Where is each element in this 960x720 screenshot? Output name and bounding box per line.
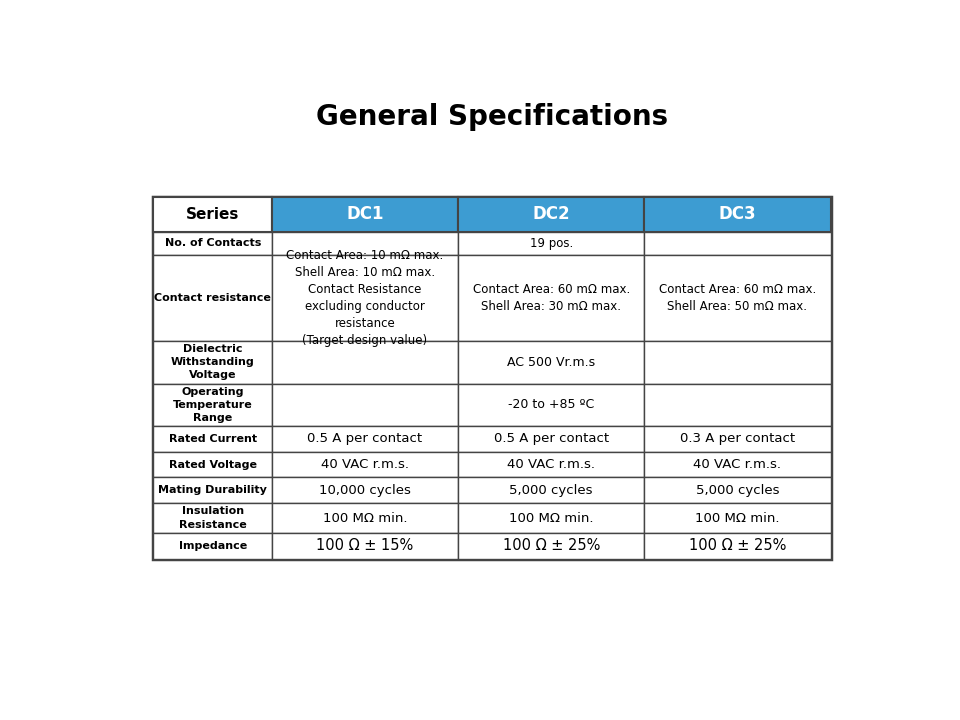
Text: Contact Area: 60 mΩ max.
Shell Area: 30 mΩ max.: Contact Area: 60 mΩ max. Shell Area: 30 … <box>472 283 630 313</box>
Text: 40 VAC r.m.s.: 40 VAC r.m.s. <box>321 458 409 471</box>
Text: Rated Voltage: Rated Voltage <box>169 459 256 469</box>
Bar <box>154 503 272 534</box>
Text: 100 MΩ min.: 100 MΩ min. <box>323 511 407 524</box>
Bar <box>644 255 830 341</box>
Bar <box>644 477 830 503</box>
Bar <box>154 384 272 426</box>
Text: Contact resistance: Contact resistance <box>155 293 271 303</box>
Bar <box>154 232 272 255</box>
Bar <box>644 503 830 534</box>
Text: Rated Current: Rated Current <box>169 434 256 444</box>
Text: 5,000 cycles: 5,000 cycles <box>510 484 593 497</box>
Text: Operating
Temperature
Range: Operating Temperature Range <box>173 387 252 423</box>
Bar <box>272 255 458 341</box>
Text: Dielectric
Withstanding
Voltage: Dielectric Withstanding Voltage <box>171 344 254 380</box>
Bar <box>644 534 830 559</box>
Bar <box>458 477 644 503</box>
Bar <box>154 451 272 477</box>
Bar <box>272 197 458 232</box>
Text: 40 VAC r.m.s.: 40 VAC r.m.s. <box>693 458 781 471</box>
Bar <box>458 384 644 426</box>
Text: 0.5 A per contact: 0.5 A per contact <box>307 433 422 446</box>
Bar <box>272 503 458 534</box>
Bar <box>272 232 458 255</box>
Text: Contact Area: 10 mΩ max.
Shell Area: 10 mΩ max.
Contact Resistance
excluding con: Contact Area: 10 mΩ max. Shell Area: 10 … <box>286 249 444 347</box>
Text: DC2: DC2 <box>533 205 570 223</box>
Bar <box>272 477 458 503</box>
Bar <box>458 341 644 384</box>
Text: DC3: DC3 <box>719 205 756 223</box>
Text: General Specifications: General Specifications <box>316 103 668 131</box>
Text: 40 VAC r.m.s.: 40 VAC r.m.s. <box>507 458 595 471</box>
Bar <box>272 341 458 384</box>
Bar <box>644 197 830 232</box>
Bar <box>458 451 644 477</box>
Bar <box>644 341 830 384</box>
Text: 5,000 cycles: 5,000 cycles <box>696 484 780 497</box>
Text: 19 pos.: 19 pos. <box>530 237 573 250</box>
Bar <box>644 451 830 477</box>
Bar <box>644 426 830 451</box>
Text: Contact Area: 60 mΩ max.
Shell Area: 50 mΩ max.: Contact Area: 60 mΩ max. Shell Area: 50 … <box>659 283 816 313</box>
Text: DC1: DC1 <box>347 205 384 223</box>
Bar <box>154 197 272 232</box>
Bar <box>458 426 644 451</box>
Bar <box>154 255 272 341</box>
Bar <box>154 477 272 503</box>
Text: 100 MΩ min.: 100 MΩ min. <box>509 511 593 524</box>
Text: 100 Ω ± 25%: 100 Ω ± 25% <box>688 539 786 554</box>
Bar <box>644 232 830 255</box>
Text: No. of Contacts: No. of Contacts <box>164 238 261 248</box>
Text: Series: Series <box>186 207 239 222</box>
Bar <box>272 384 458 426</box>
Text: 100 Ω ± 15%: 100 Ω ± 15% <box>317 539 414 554</box>
Text: -20 to +85 ºC: -20 to +85 ºC <box>508 398 594 411</box>
Text: 100 MΩ min.: 100 MΩ min. <box>695 511 780 524</box>
Bar <box>272 534 458 559</box>
Bar <box>458 232 644 255</box>
Text: 100 Ω ± 25%: 100 Ω ± 25% <box>502 539 600 554</box>
Bar <box>644 384 830 426</box>
Bar <box>154 426 272 451</box>
Bar <box>272 451 458 477</box>
Bar <box>154 341 272 384</box>
Text: 0.3 A per contact: 0.3 A per contact <box>680 433 795 446</box>
Text: 0.5 A per contact: 0.5 A per contact <box>493 433 609 446</box>
Bar <box>458 197 644 232</box>
Bar <box>458 503 644 534</box>
Text: Mating Durability: Mating Durability <box>158 485 267 495</box>
Bar <box>458 534 644 559</box>
Bar <box>272 426 458 451</box>
Text: AC 500 Vr.m.s: AC 500 Vr.m.s <box>507 356 595 369</box>
Bar <box>154 197 830 559</box>
Bar <box>154 534 272 559</box>
Text: Insulation
Resistance: Insulation Resistance <box>179 506 247 530</box>
Text: Impedance: Impedance <box>179 541 247 551</box>
Bar <box>458 255 644 341</box>
Text: 10,000 cycles: 10,000 cycles <box>319 484 411 497</box>
